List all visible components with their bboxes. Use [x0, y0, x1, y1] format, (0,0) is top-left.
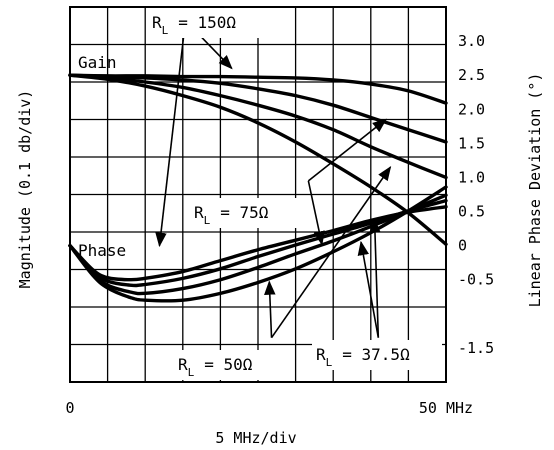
- annotation-rl-37-5: RL = 37.5Ω: [312, 340, 442, 370]
- callout-arrow-rl-37-5: [357, 240, 380, 338]
- callout-arrow-rl-50: [270, 166, 392, 339]
- y-right-axis-title: Linear Phase Deviation (°): [526, 73, 544, 308]
- gain-label: Gain: [78, 53, 117, 72]
- grid: [70, 7, 446, 382]
- callout-arrow-rl-150: [155, 23, 186, 248]
- svg-text:RL= 150Ω: RL = 150Ω: [152, 13, 236, 37]
- annotation-rl-75: RL = 75Ω: [190, 198, 302, 228]
- right-tick-label: 3.0: [458, 32, 485, 50]
- gain-series-line-3: [68, 73, 448, 246]
- svg-text:RL= 50Ω: RL = 50Ω: [178, 355, 253, 379]
- x-tick-label: 0: [65, 399, 74, 417]
- x-axis-title: 5 MHz/div: [215, 429, 296, 447]
- callout-arrow-rl-75: [307, 180, 325, 246]
- x-tick-labels: 0 50 MHz: [65, 399, 473, 417]
- callout-arrow-rl-75: [307, 118, 387, 182]
- y-left-axis-title: Magnitude (0.1 db/div): [16, 90, 34, 289]
- right-tick-label: 0: [458, 237, 467, 255]
- right-tick-label: 1.5: [458, 134, 485, 152]
- callouts: [155, 23, 392, 339]
- gain-series-line-2: [68, 73, 448, 180]
- callout-arrow-rl-37-5: [369, 218, 381, 338]
- annotation-rl-50: RL = 50Ω: [174, 350, 290, 380]
- annotation-rl-150: RL = 150Ω: [148, 8, 276, 38]
- plot-frame: [69, 6, 447, 383]
- right-tick-label: -0.5: [458, 271, 494, 289]
- right-tick-label: 2.5: [458, 66, 485, 84]
- right-tick-label: 1.0: [458, 168, 485, 186]
- right-tick-label: 2.0: [458, 100, 485, 118]
- phase-label: Phase: [78, 241, 126, 260]
- x-tick-label: 50 MHz: [419, 399, 473, 417]
- svg-text:RL= 75Ω: RL = 75Ω: [194, 203, 269, 227]
- right-tick-label: 0.5: [458, 203, 485, 221]
- svg-text:RL= 37.5Ω: RL = 37.5Ω: [316, 345, 410, 369]
- right-tick-labels: 3.0 2.5 2.0 1.5 1.0 0.5 0 -0.5 -1.5: [458, 32, 494, 357]
- right-tick-label: -1.5: [458, 339, 494, 357]
- callout-arrow-rl-50: [264, 280, 276, 338]
